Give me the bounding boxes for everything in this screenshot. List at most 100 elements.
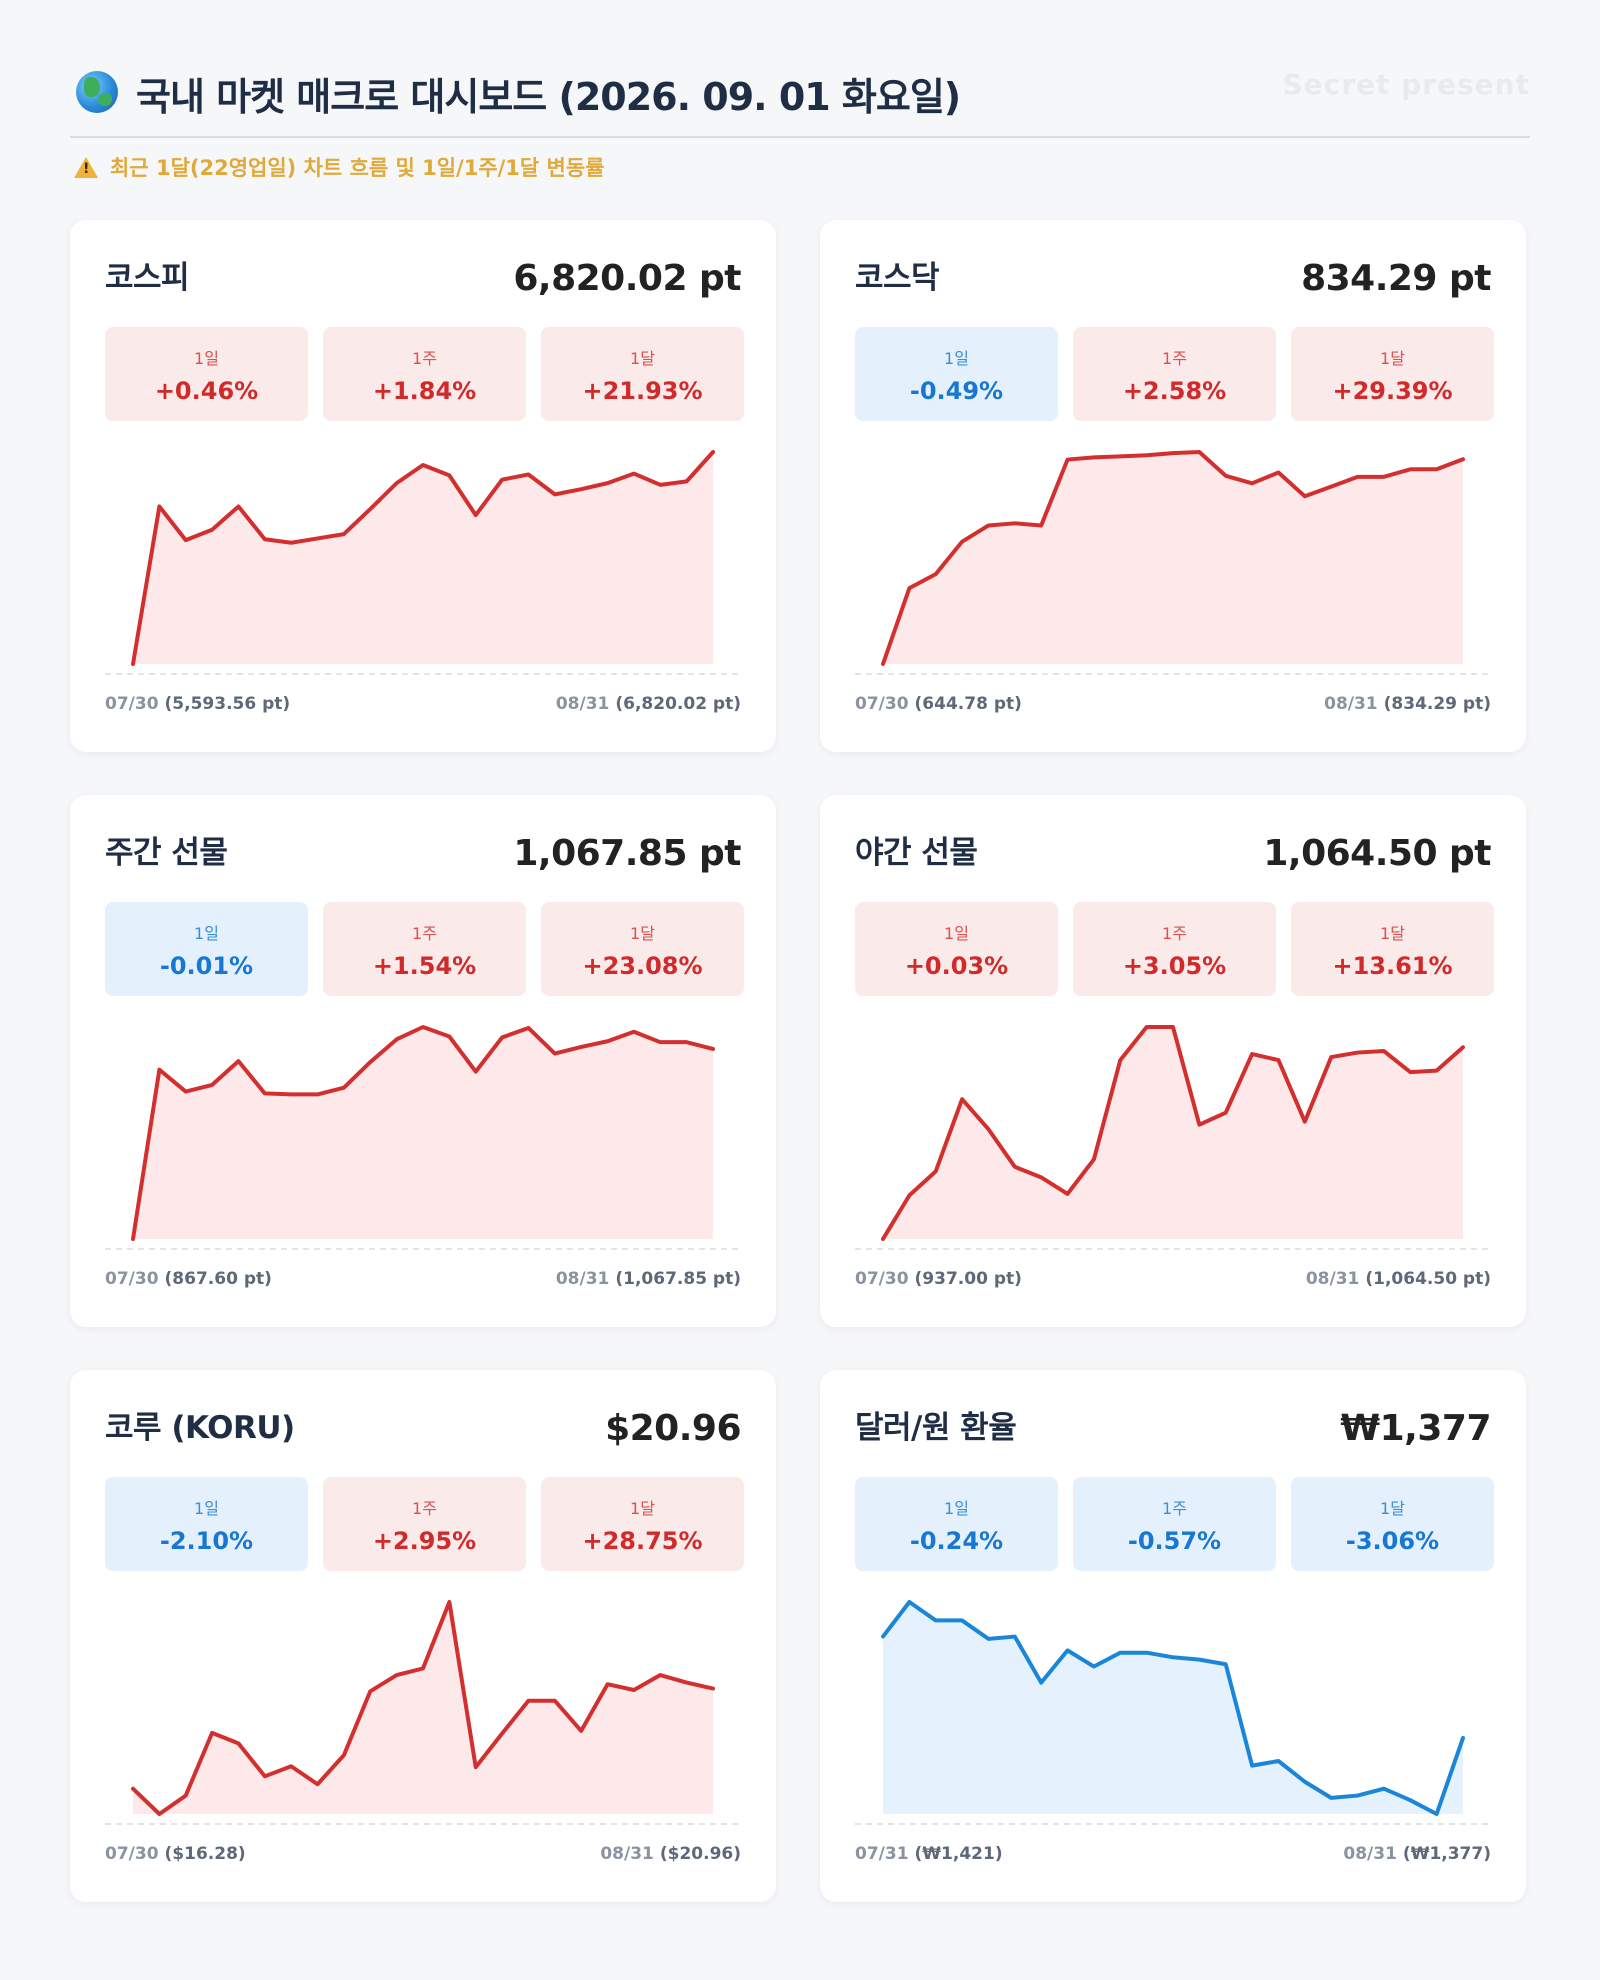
change-period-label: 1일 [944, 349, 969, 368]
page-title: 국내 마켓 매크로 대시보드 (2026. 09. 01 화요일) [136, 75, 961, 119]
change-period-label: 1주 [412, 349, 437, 368]
end-value: (₩1,377) [1402, 1844, 1491, 1864]
chart-series-line [881, 450, 1465, 666]
change-percent: -0.57% [1127, 1527, 1222, 1555]
change-period-label: 1주 [1162, 349, 1187, 368]
change-badge: 1일 -0.24% [855, 1477, 1058, 1571]
trend-chart [855, 450, 1491, 675]
change-period-label: 1달 [1380, 1499, 1405, 1518]
chart-series-line [881, 1025, 1465, 1241]
start-value: (5,593.56 pt) [164, 694, 291, 714]
trend-chart [855, 1025, 1491, 1250]
change-percent: +13.61% [1332, 952, 1453, 980]
chart-end-label: 08/31 (834.29 pt) [1324, 694, 1491, 714]
change-period-label: 1일 [944, 1499, 969, 1518]
watermark: Secret present [1282, 68, 1530, 101]
start-value: ($16.28) [164, 1844, 246, 1864]
market-card: 코스피 6,820.02 pt 1일 +0.46% 1주 +1.84% 1달 +2… [70, 220, 776, 752]
card-current-value: $20.96 [605, 1408, 741, 1449]
change-percent: +2.95% [372, 1527, 477, 1555]
end-date: 08/31 [600, 1844, 654, 1864]
chart-end-label: 08/31 (1,064.50 pt) [1306, 1269, 1491, 1289]
chart-end-label: 08/31 (1,067.85 pt) [556, 1269, 741, 1289]
change-percent: +28.75% [582, 1527, 703, 1555]
change-period-label: 1달 [1380, 349, 1405, 368]
card-title: 주간 선물 [105, 835, 228, 871]
change-badge: 1달 +29.39% [1291, 327, 1494, 421]
card-title: 코루 (KORU) [105, 1410, 295, 1446]
market-card: 주간 선물 1,067.85 pt 1일 -0.01% 1주 +1.54% 1달 … [70, 795, 776, 1327]
end-value: (1,067.85 pt) [615, 1269, 741, 1289]
change-percent: +1.84% [372, 377, 477, 405]
chart-end-label: 08/31 (₩1,377) [1343, 1844, 1491, 1864]
chart-end-label: 08/31 (6,820.02 pt) [556, 694, 741, 714]
start-value: (₩1,421) [914, 1844, 1003, 1864]
card-current-value: 1,067.85 pt [513, 833, 741, 874]
end-date: 08/31 [555, 1269, 610, 1289]
card-title: 코스닥 [855, 260, 940, 296]
start-date: 07/30 [105, 1844, 159, 1864]
change-period-label: 1주 [1162, 924, 1187, 943]
change-period-label: 1주 [1162, 1499, 1187, 1518]
start-value: (867.60 pt) [164, 1269, 272, 1289]
change-percent: +1.54% [372, 952, 477, 980]
chart-area-fill [133, 452, 713, 664]
chart-start-label: 07/30 (867.60 pt) [105, 1269, 272, 1289]
change-period-label: 1달 [630, 349, 655, 368]
change-period-label: 1일 [194, 349, 219, 368]
change-badge: 1달 +13.61% [1291, 902, 1494, 996]
change-percent: +0.46% [154, 377, 259, 405]
change-badge: 1주 -0.57% [1073, 1477, 1276, 1571]
chart-series-line [131, 450, 715, 666]
card-title: 코스피 [105, 260, 190, 296]
chart-area-fill [883, 1027, 1463, 1239]
card-current-value: 834.29 pt [1301, 258, 1491, 299]
change-percent: -2.10% [159, 1527, 254, 1555]
market-card: 코루 (KORU) $20.96 1일 -2.10% 1주 +2.95% 1달 +… [70, 1370, 776, 1902]
chart-area-fill [883, 1602, 1463, 1814]
change-percent: +3.05% [1122, 952, 1227, 980]
change-period-label: 1일 [194, 924, 219, 943]
card-title: 야간 선물 [855, 835, 978, 871]
warning-icon [74, 156, 98, 178]
change-percent: +23.08% [582, 952, 703, 980]
chart-start-label: 07/30 ($16.28) [105, 1844, 246, 1864]
chart-start-label: 07/30 (5,593.56 pt) [105, 694, 290, 714]
change-percent: -3.06% [1345, 1527, 1440, 1555]
end-value: (1,064.50 pt) [1365, 1269, 1491, 1289]
start-date: 07/30 [855, 694, 909, 714]
chart-area-fill [883, 452, 1463, 664]
change-badge: 1일 -0.49% [855, 327, 1058, 421]
globe-icon [76, 71, 118, 113]
market-card: 야간 선물 1,064.50 pt 1일 +0.03% 1주 +3.05% 1달 … [820, 795, 1526, 1327]
trend-chart [105, 1600, 741, 1825]
chart-end-label: 08/31 ($20.96) [600, 1844, 741, 1864]
start-date: 07/30 [105, 694, 159, 714]
market-card: 달러/원 환율 ₩1,377 1일 -0.24% 1주 -0.57% 1달 -3.… [820, 1370, 1526, 1902]
chart-start-label: 07/30 (644.78 pt) [855, 694, 1022, 714]
change-badge: 1주 +1.54% [323, 902, 526, 996]
change-badge: 1일 -0.01% [105, 902, 308, 996]
change-badge: 1주 +1.84% [323, 327, 526, 421]
change-period-label: 1주 [412, 1499, 437, 1518]
chart-area-fill [133, 1602, 713, 1814]
start-date: 07/30 [855, 1269, 909, 1289]
end-value: ($20.96) [659, 1844, 741, 1864]
trend-chart [105, 1025, 741, 1250]
end-date: 08/31 [1305, 1269, 1360, 1289]
change-badge: 1주 +2.58% [1073, 327, 1276, 421]
change-percent: -0.49% [909, 377, 1004, 405]
change-percent: +29.39% [1332, 377, 1453, 405]
change-badge: 1달 +28.75% [541, 1477, 744, 1571]
start-value: (644.78 pt) [914, 694, 1022, 714]
change-period-label: 1주 [412, 924, 437, 943]
change-percent: -0.24% [909, 1527, 1004, 1555]
subtitle-text: 최근 1달(22영업일) 차트 흐름 및 1일/1주/1달 변동률 [110, 156, 605, 180]
change-badge: 1일 +0.03% [855, 902, 1058, 996]
change-badge: 1일 +0.46% [105, 327, 308, 421]
start-date: 07/31 [855, 1844, 909, 1864]
card-current-value: ₩1,377 [1340, 1408, 1491, 1449]
change-percent: +0.03% [904, 952, 1009, 980]
chart-series-line [131, 1025, 715, 1241]
market-card: 코스닥 834.29 pt 1일 -0.49% 1주 +2.58% 1달 +29.… [820, 220, 1526, 752]
